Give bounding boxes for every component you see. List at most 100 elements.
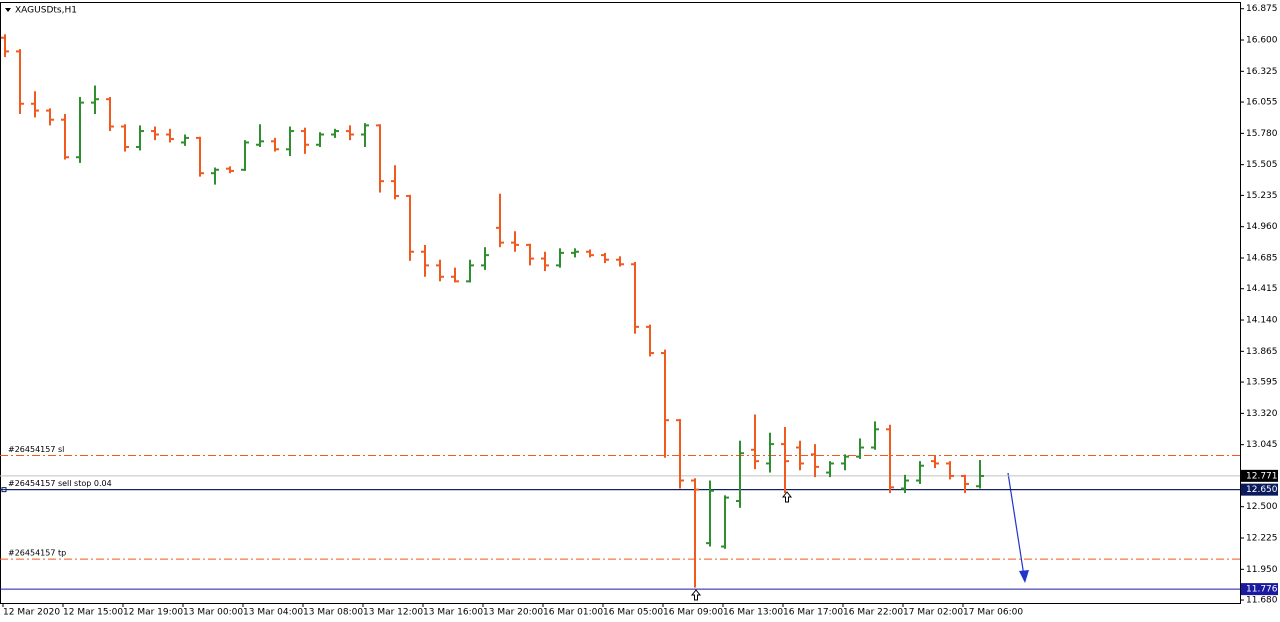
y-tick-label: 13.865 — [1246, 347, 1278, 357]
ohlc-bar — [256, 124, 264, 148]
y-tick-label: 14.415 — [1246, 284, 1278, 294]
x-tick-label: 13 Mar 08:00 — [303, 608, 363, 618]
ohlc-bar — [946, 461, 954, 480]
ohlc-bar — [361, 123, 369, 148]
ohlc-bar — [826, 461, 834, 478]
ohlc-bar — [616, 256, 624, 267]
y-tick-label: 15.780 — [1246, 129, 1278, 139]
ohlc-bar — [166, 128, 174, 143]
ohlc-bar — [241, 140, 249, 171]
ohlc-bar — [706, 480, 714, 547]
y-tick-label: 14.960 — [1246, 222, 1278, 232]
ohlc-bar — [886, 424, 894, 494]
symbol-menu-icon[interactable] — [5, 8, 11, 12]
x-tick-label: 16 Mar 01:00 — [543, 608, 603, 618]
x-tick-label: 16 Mar 05:00 — [603, 608, 663, 618]
ohlc-bar — [1, 34, 9, 58]
ohlc-bar — [271, 137, 279, 152]
ohlc-bar — [901, 474, 909, 494]
y-tick-label: 13.320 — [1246, 409, 1278, 419]
ohlc-bar — [451, 267, 459, 283]
ohlc-bar — [856, 438, 864, 459]
ohlc-bar — [781, 427, 789, 494]
ohlc-bar — [436, 259, 444, 282]
trade-arrow — [690, 491, 793, 601]
ohlc-bar — [346, 125, 354, 141]
ohlc-bar — [736, 440, 744, 508]
ohlc-bar — [496, 193, 504, 248]
ohlc-bar — [541, 251, 549, 272]
ohlc-bar — [661, 349, 669, 458]
ohlc-bar — [676, 419, 684, 489]
ohlc-bar — [976, 460, 984, 489]
y-tick-label: 11.680 — [1246, 596, 1278, 606]
y-tick-label: 15.505 — [1246, 160, 1278, 170]
y-tick-label: 13.595 — [1246, 378, 1278, 388]
y-tick-label: 12.500 — [1246, 502, 1278, 512]
ohlc-bar — [961, 474, 969, 494]
ohlc-bar — [196, 136, 204, 177]
ohlc-bar — [841, 454, 849, 471]
ohlc-bar — [226, 166, 234, 174]
ohlc-bar — [181, 134, 189, 146]
price-flag-label: 11.776 — [1246, 585, 1278, 595]
ohlc-bar — [511, 231, 519, 252]
ohlc-bar — [466, 259, 474, 283]
ohlc-bar — [16, 49, 24, 115]
x-tick-label: 13 Mar 16:00 — [423, 608, 483, 618]
ohlc-bar — [301, 127, 309, 154]
ohlc-bar — [406, 194, 414, 261]
ohlc-bar — [691, 478, 699, 588]
ohlc-bar — [556, 248, 564, 268]
y-tick-label: 16.600 — [1246, 36, 1278, 46]
ohlc-bar — [766, 432, 774, 473]
x-tick-label: 17 Mar 02:00 — [903, 608, 963, 618]
projection-arrow — [1007, 472, 1029, 583]
x-tick-label: 16 Mar 17:00 — [783, 608, 843, 618]
ohlc-bar — [931, 455, 939, 469]
x-tick-label: 13 Mar 20:00 — [483, 608, 543, 618]
x-tick-label: 16 Mar 13:00 — [723, 608, 783, 618]
ohlc-bar — [601, 252, 609, 264]
x-tick-label: 13 Mar 12:00 — [363, 608, 423, 618]
x-tick-label: 16 Mar 22:00 — [843, 608, 903, 618]
order-level-label: #26454157 sell stop 0.04 — [8, 479, 112, 488]
price-flag-label: 12.650 — [1246, 485, 1278, 495]
chart-title: XAGUSDts,H1 — [15, 6, 77, 16]
x-tick-label: 12 Mar 2020 — [3, 608, 60, 618]
order-level-label: #26454157 tp — [8, 549, 66, 558]
y-tick-label: 12.225 — [1246, 534, 1278, 544]
ohlc-bar — [76, 96, 84, 163]
ohlc-bar — [31, 91, 39, 118]
ohlc-bar — [151, 126, 159, 141]
ohlc-bar — [796, 440, 804, 471]
ohlc-bar — [751, 414, 759, 470]
y-tick-label: 16.875 — [1246, 4, 1278, 14]
ohlc-bar — [481, 247, 489, 270]
y-tick-label: 16.055 — [1246, 98, 1278, 108]
x-tick-label: 12 Mar 15:00 — [63, 608, 123, 618]
plot-frame — [0, 2, 1241, 604]
ohlc-bar — [376, 124, 384, 193]
order-level-label: #26454157 sl — [8, 445, 64, 454]
ohlc-bar — [571, 248, 579, 258]
y-tick-label: 11.950 — [1246, 565, 1278, 575]
ohlc-bar — [631, 261, 639, 334]
x-tick-label: 16 Mar 09:00 — [663, 608, 723, 618]
ohlc-bar — [871, 421, 879, 450]
x-tick-label: 17 Mar 06:00 — [963, 608, 1023, 618]
x-tick-label: 13 Mar 00:00 — [183, 608, 243, 618]
ohlc-bar — [526, 243, 534, 266]
ohlc-bar — [391, 165, 399, 200]
price-flag-label: 12.771 — [1246, 471, 1278, 481]
ohlc-bar — [286, 126, 294, 157]
y-tick-label: 14.685 — [1246, 253, 1278, 263]
y-tick-label: 16.325 — [1246, 67, 1278, 77]
ohlc-bar — [106, 96, 114, 132]
ohlc-bar — [46, 108, 54, 126]
ohlc-bar — [331, 128, 339, 138]
price-flag — [1241, 583, 1278, 596]
ohlc-bar — [721, 495, 729, 549]
ohlc-bar — [61, 114, 69, 160]
